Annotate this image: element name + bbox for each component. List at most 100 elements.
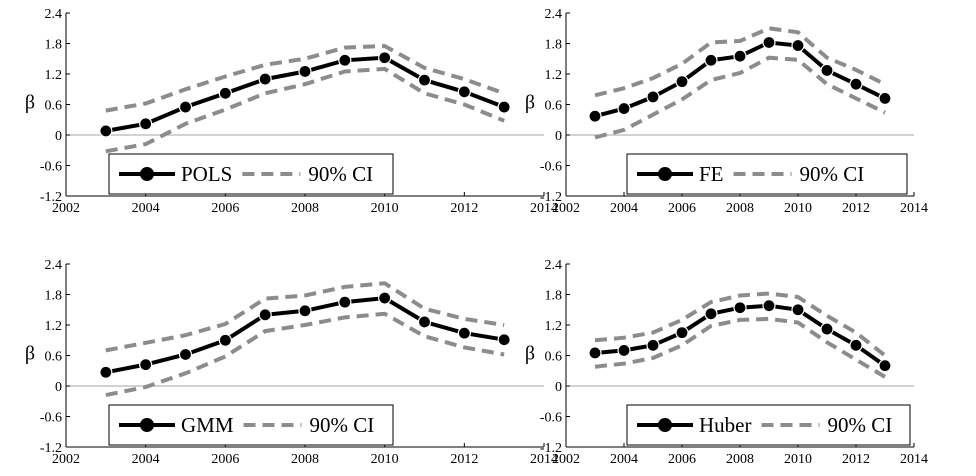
estimate-point [820,322,834,336]
estimate-point [457,326,471,340]
x-tick-label: 2004 [132,201,160,216]
estimate-point [849,77,863,91]
estimate-point [457,85,471,99]
estimate-point [417,73,432,87]
y-tick-label: 2.4 [545,7,563,22]
y-tick-label: 1.2 [545,319,563,334]
estimate-point [791,38,805,53]
y-tick-label: 1.8 [45,289,63,304]
y-tick-label: -0.6 [540,411,562,426]
ci-upper-line [105,43,505,113]
legend-estimate-label: GMM [181,413,234,437]
estimate-point [338,53,352,67]
x-tick-label: 2010 [371,201,399,216]
legend-estimate-marker [140,418,154,432]
estimate-point [258,308,272,322]
legend: POLS 90% CI [108,153,394,195]
y-tick-label: 1.2 [545,68,563,83]
x-tick-label: 2004 [132,452,160,467]
legend-estimate-marker [658,418,672,432]
legend: GMM 90% CI [108,404,394,446]
legend: FE 90% CI [626,153,908,195]
estimate-point [588,109,602,123]
y-tick-label: 2.4 [45,7,63,22]
y-tick-label: -1.2 [540,441,562,456]
y-tick-label: -1.2 [540,190,562,205]
estimate-point [218,333,232,347]
y-tick-label: -0.6 [540,160,562,175]
estimate-point [878,91,892,106]
ci-lower-line [594,55,886,140]
y-tick-label: 1.8 [545,38,563,53]
estimate-point [820,63,834,78]
x-tick-label: 2004 [610,452,638,467]
y-tick-label: 1.2 [45,68,63,83]
estimate-point [417,315,432,329]
y-tick-label: 2.4 [545,258,563,273]
estimate-point [617,343,631,358]
legend-estimate-marker [140,167,154,181]
x-tick-label: 2006 [211,452,239,467]
y-tick-label: 0 [555,380,562,395]
legend-estimate-label: FE [699,162,724,186]
estimate-point [139,117,153,131]
estimate-point [588,346,602,360]
x-tick-label: 2014 [530,452,558,467]
legend-ci-label: 90% CI [310,413,375,437]
y-tick-label: 1.8 [545,289,563,304]
x-tick-label: 2014 [530,201,558,216]
y-tick-label: -1.2 [40,441,62,456]
y-axis-label: β [525,92,535,114]
estimate-point [497,333,511,347]
x-tick-label: 2002 [52,201,80,216]
legend-ci-label: 90% CI [800,162,865,186]
legend-estimate-label: Huber [699,413,751,437]
estimate-point [99,124,113,138]
y-tick-label: 0.6 [545,350,563,365]
estimate-point [704,307,718,321]
estimate-point [762,35,776,50]
estimate-point [704,53,718,67]
legend-ci-label: 90% CI [308,162,373,186]
x-tick-label: 2010 [371,452,399,467]
x-tick-label: 2008 [291,201,319,216]
x-tick-label: 2012 [450,201,478,216]
y-tick-label: 0 [555,129,562,144]
y-axis-label: β [25,92,35,114]
y-tick-label: 1.8 [45,38,63,53]
estimate-point [378,291,392,305]
estimate-point [791,303,805,317]
legend-ci-label: 90% CI [827,413,892,437]
estimate-point [298,64,312,79]
y-axis-label: β [25,343,35,365]
y-tick-label: -0.6 [40,411,62,426]
y-tick-label: 1.2 [45,319,63,334]
x-tick-label: 2014 [900,201,928,216]
x-tick-label: 2008 [291,452,319,467]
y-tick-label: -1.2 [40,190,62,205]
estimate-point [258,72,272,86]
estimate-point [338,295,352,309]
estimate-point [378,51,392,65]
y-tick-label: 0.6 [45,350,63,365]
legend-estimate-marker [658,167,672,181]
legend: Huber 90% CI [626,404,911,446]
y-tick-label: 0.6 [45,99,63,114]
estimate-point [139,358,153,372]
legend-estimate-label: POLS [181,162,232,186]
estimate-point [646,90,660,104]
x-tick-label: 2010 [784,201,812,216]
x-tick-label: 2006 [668,452,696,467]
x-tick-label: 2012 [842,201,870,216]
ci-lower-line [594,316,887,379]
estimate-point [99,365,113,379]
estimate-point [849,338,863,352]
x-tick-label: 2004 [610,201,638,216]
x-tick-label: 2010 [784,452,812,467]
x-tick-label: 2008 [726,452,754,467]
estimate-point [218,86,232,100]
